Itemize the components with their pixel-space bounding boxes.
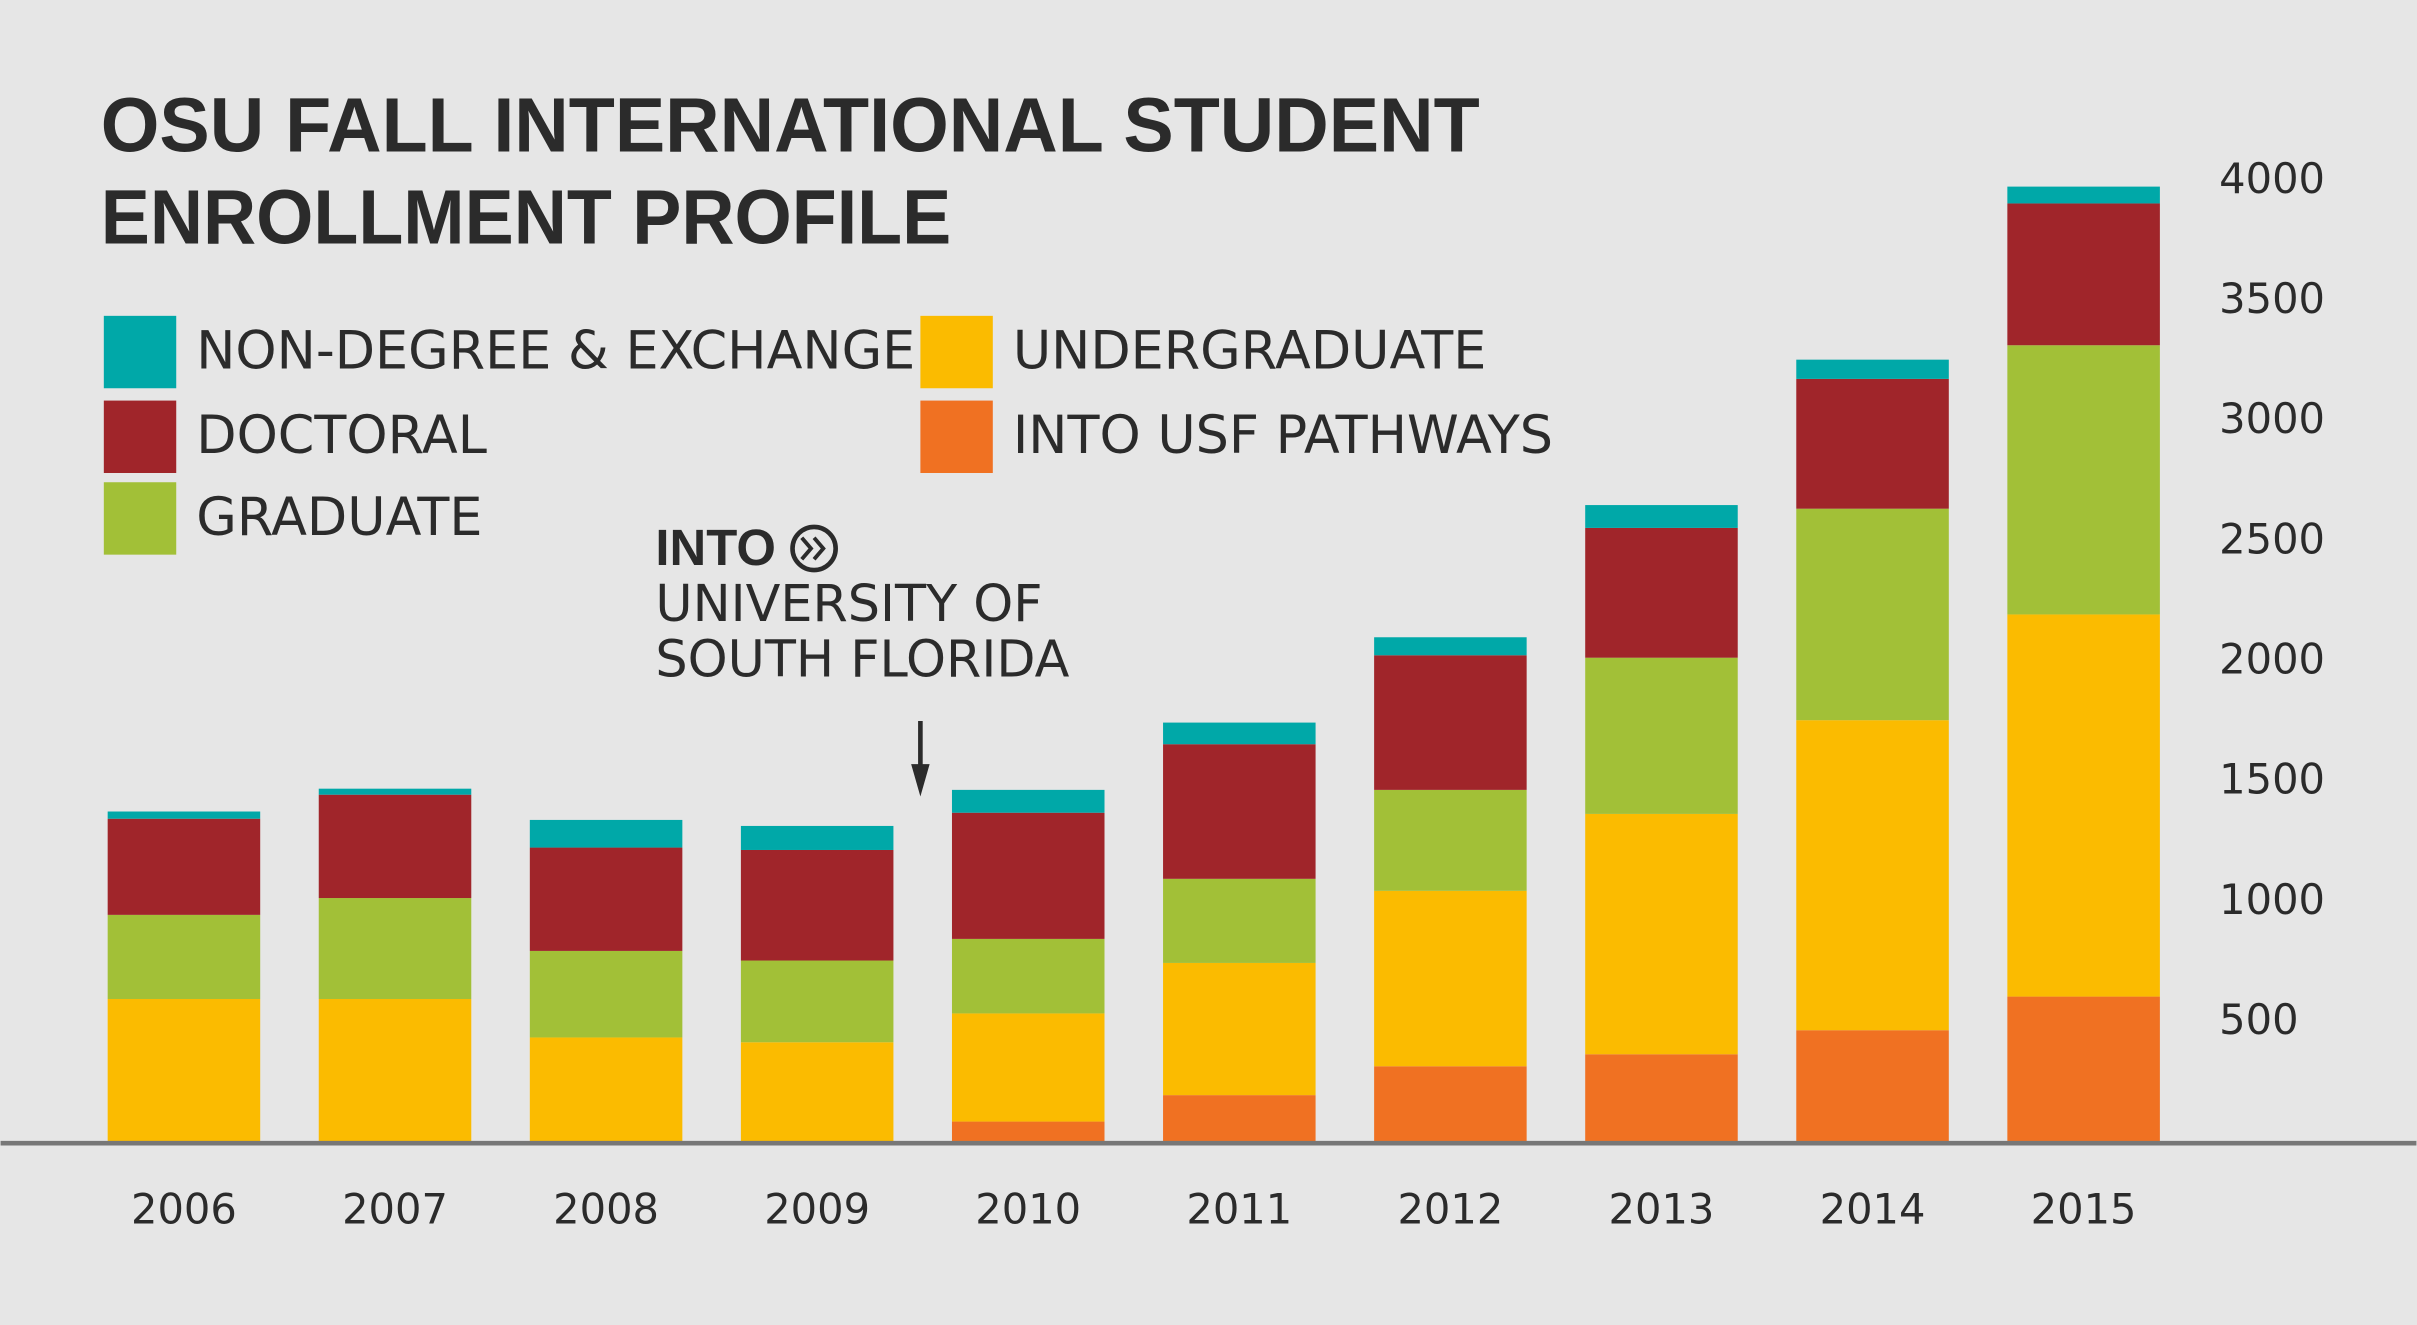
bar-segment <box>318 788 472 795</box>
x-tick-label: 2009 <box>764 1185 870 1234</box>
bar-segment <box>1163 744 1316 879</box>
bar-segment <box>1585 813 1738 1055</box>
x-tick-label: 2012 <box>1397 1185 1503 1234</box>
y-tick-label: 3500 <box>2219 274 2325 323</box>
bar-segment <box>1796 720 1949 1031</box>
bar-segment <box>2007 996 2160 1144</box>
bar-segment <box>1796 378 1949 509</box>
bar-segment <box>1585 657 1738 814</box>
bar-segment <box>1374 789 1527 891</box>
y-tick-label: 1500 <box>2219 755 2325 804</box>
bar-segment <box>1585 505 1738 528</box>
bar-segment <box>1585 527 1738 658</box>
chart-title: OSU FALL INTERNATIONAL STUDENT <box>101 82 1480 168</box>
bar-segment <box>1374 1066 1527 1144</box>
bar-segment <box>2007 203 2160 346</box>
bar-segment <box>1374 655 1527 790</box>
bar-segment <box>107 818 261 915</box>
bar-segment <box>951 812 1105 939</box>
x-tick-label: 2011 <box>1186 1185 1292 1234</box>
bar-segment <box>107 998 261 1144</box>
bar-segment <box>2007 345 2160 615</box>
legend-label: UNDERGRADUATE <box>1013 320 1487 381</box>
legend-swatch <box>103 482 177 555</box>
bar-segment <box>529 950 683 1038</box>
bar-segment <box>1163 878 1316 963</box>
bar-segment <box>1374 637 1527 656</box>
bar-segment <box>318 898 472 999</box>
bar-segment <box>107 811 261 819</box>
bar-segment <box>951 1013 1105 1122</box>
y-tick-label: 4000 <box>2219 154 2325 203</box>
bar-segment <box>951 789 1105 813</box>
bar-segment <box>1796 359 1949 379</box>
annotation-arrow <box>911 721 930 797</box>
legend-label: GRADUATE <box>196 487 482 548</box>
legend-swatch <box>920 400 993 473</box>
annotation-icon <box>790 524 838 573</box>
bar-segment <box>1163 1095 1316 1144</box>
annotation: INTO <box>655 519 776 576</box>
bar-segment <box>529 847 683 951</box>
y-tick-label: 1000 <box>2219 875 2325 924</box>
legend-swatch <box>920 315 993 389</box>
x-tick-label: 2014 <box>1820 1185 1926 1234</box>
legend-swatch <box>103 315 177 389</box>
bar-segment <box>740 1042 894 1144</box>
y-tick-label: 2500 <box>2219 514 2325 563</box>
legend-label: DOCTORAL <box>196 405 487 466</box>
x-tick-label: 2006 <box>131 1185 237 1234</box>
annotation: UNIVERSITY OF <box>655 574 1042 633</box>
bar-segment <box>740 825 894 850</box>
bar-segment <box>1796 1030 1949 1144</box>
legend-label: INTO USF PATHWAYS <box>1013 405 1553 466</box>
bar-segment <box>318 794 472 899</box>
bar-segment <box>1163 722 1316 745</box>
legend-label: NON-DEGREE & EXCHANGE <box>196 320 915 381</box>
bar-segment <box>740 849 894 961</box>
bar-segment <box>740 960 894 1043</box>
bar-segment <box>951 1121 1105 1144</box>
x-tick-label: 2015 <box>2031 1185 2137 1234</box>
annotation: SOUTH FLORIDA <box>655 630 1069 689</box>
bar-segment <box>318 998 472 1144</box>
bar-segment <box>1374 890 1527 1067</box>
y-tick-label: 2000 <box>2219 635 2325 684</box>
x-tick-label: 2007 <box>342 1185 448 1234</box>
x-tick-label: 2013 <box>1609 1185 1715 1234</box>
bar-segment <box>529 819 683 848</box>
bar-segment <box>529 1037 683 1144</box>
x-tick-label: 2010 <box>975 1185 1081 1234</box>
y-tick-label: 500 <box>2219 995 2298 1044</box>
chart-title: ENROLLMENT PROFILE <box>101 175 951 261</box>
bar-segment <box>2007 186 2160 204</box>
bar-segment <box>2007 614 2160 997</box>
x-tick-label: 2008 <box>553 1185 659 1234</box>
bar-segment <box>1585 1054 1738 1144</box>
legend-swatch <box>103 400 177 473</box>
bar-segment <box>1163 962 1316 1096</box>
bar-segment <box>951 938 1105 1014</box>
bar-segment <box>1796 508 1949 721</box>
y-tick-label: 3000 <box>2219 394 2325 443</box>
bar-segment <box>107 914 261 999</box>
